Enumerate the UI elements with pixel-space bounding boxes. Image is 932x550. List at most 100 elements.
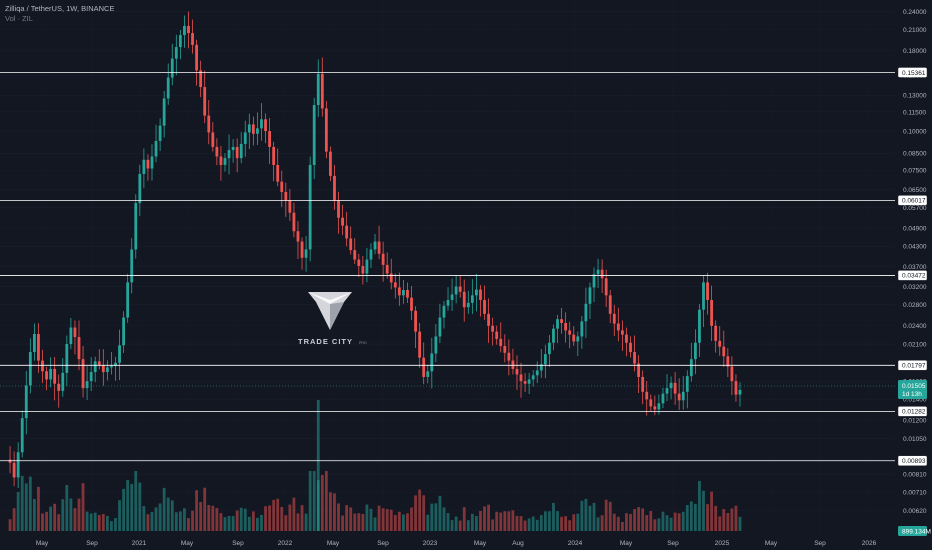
candle-body — [53, 368, 57, 384]
y-tick-label: 0.02100 — [903, 341, 927, 348]
candle-body — [527, 379, 531, 384]
candle-body — [397, 287, 401, 296]
volume-bar — [698, 480, 701, 531]
volume-bar — [689, 501, 693, 531]
volume-bar — [268, 505, 271, 531]
volume-bar — [426, 514, 430, 531]
y-tick-label: 0.05700 — [903, 205, 927, 212]
volume-bar — [146, 514, 150, 531]
candle-body — [154, 140, 158, 157]
volume-bar — [272, 499, 276, 531]
volume-bar — [300, 505, 304, 531]
volume-bar — [8, 519, 12, 531]
volume-indicator-label[interactable]: Vol · ZIL — [5, 14, 33, 23]
candle-body — [142, 159, 146, 174]
volume-bar — [361, 513, 365, 531]
volume-bar — [507, 511, 511, 531]
candle-body — [608, 295, 612, 314]
candle-body — [89, 372, 93, 382]
volume-bar — [406, 513, 409, 531]
volume-bar — [280, 507, 284, 531]
candle-body — [706, 282, 709, 300]
y-tick-label: 0.18000 — [903, 48, 927, 55]
candle-body — [572, 334, 576, 342]
volume-bar — [142, 505, 146, 531]
candle-body — [503, 345, 507, 353]
candle-body — [20, 418, 24, 453]
volume-bar — [393, 514, 397, 531]
candle-body — [105, 367, 109, 373]
x-tick-label: Sep — [86, 540, 98, 547]
volume-bar — [714, 505, 718, 531]
candle-body — [543, 354, 547, 365]
candle-body — [548, 342, 551, 355]
candle-body — [669, 382, 673, 389]
y-tick-label: 0.02800 — [903, 302, 927, 309]
volume-bar — [548, 511, 551, 531]
y-tick-label: 0.01200 — [903, 418, 927, 425]
volume-bar — [414, 495, 417, 531]
volume-bar — [61, 499, 65, 531]
candle-body — [256, 128, 259, 134]
candle-body — [616, 323, 620, 331]
candle-body — [170, 58, 174, 78]
candle-body — [377, 241, 381, 254]
y-tick-label: 0.08500 — [903, 151, 927, 158]
candle-body — [284, 191, 288, 201]
volume-bar — [596, 517, 600, 531]
x-tick-label: May — [765, 540, 778, 547]
volume-bar — [604, 499, 608, 531]
volume-bar — [154, 507, 158, 531]
candle-body — [16, 452, 20, 478]
candle-body — [130, 249, 134, 283]
volume-bar — [365, 504, 369, 531]
x-tick-label: 2024 — [568, 540, 583, 547]
symbol-title[interactable]: Zilliqa / TetherUS, 1W, BINANCE — [5, 4, 115, 13]
volume-bar — [710, 491, 714, 531]
volume-bar — [454, 516, 458, 531]
volume-bar — [243, 508, 247, 531]
candle-body — [681, 391, 685, 401]
candle-body — [316, 73, 320, 106]
candle-body — [422, 357, 426, 377]
candle-body — [219, 156, 223, 165]
y-tick-label: 0.10000 — [903, 128, 927, 135]
candle-body — [499, 338, 503, 346]
volume-tag: 899.134M — [898, 526, 931, 536]
candle-body — [187, 25, 190, 34]
candle-body — [718, 340, 722, 347]
level-tag — [897, 67, 928, 78]
candle-body — [385, 264, 389, 274]
volume-bar — [256, 517, 259, 531]
x-tick-label: May — [181, 540, 194, 547]
candle-body — [268, 131, 271, 147]
volume-bar — [32, 498, 36, 531]
volume-bar — [49, 506, 53, 531]
candle-body — [466, 302, 470, 308]
candle-body — [414, 310, 417, 332]
volume-bar — [45, 511, 48, 531]
candle-body — [629, 342, 632, 353]
candle-body — [552, 328, 555, 343]
volume-bar — [681, 511, 685, 531]
level-tag — [897, 270, 928, 281]
volume-bar — [385, 509, 389, 531]
chart-legend: Zilliqa / TetherUS, 1W, BINANCE Vol · ZI… — [5, 4, 114, 24]
x-tick-label: Aug — [512, 540, 524, 547]
volume-bar — [620, 521, 624, 531]
candle-body — [215, 146, 219, 157]
candle-body — [57, 383, 61, 391]
x-tick-label: 2025 — [715, 540, 730, 547]
candle-body — [312, 105, 316, 165]
volume-bar — [519, 516, 523, 531]
candle-body — [588, 287, 592, 304]
candle-body — [515, 368, 519, 375]
volume-bar — [434, 503, 438, 531]
current-price-value: 0.01505 — [902, 383, 926, 390]
candle-body — [381, 253, 385, 265]
volume-bar — [37, 486, 40, 531]
candle-body — [393, 282, 397, 288]
volume-bar — [337, 503, 340, 531]
